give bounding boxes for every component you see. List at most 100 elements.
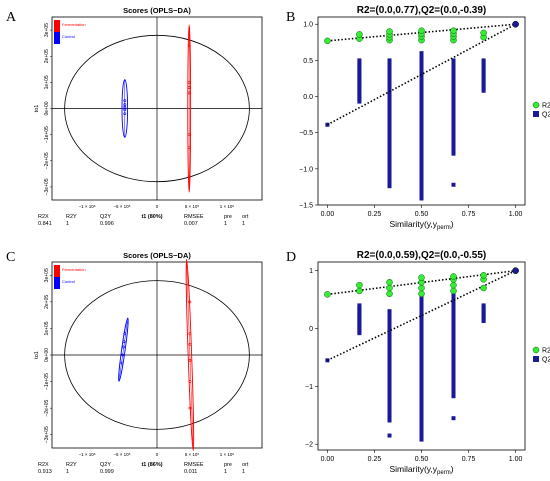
q2-point [451,138,456,143]
q2-point [419,57,424,62]
group-axis-fermentation [186,259,194,451]
q2-point [451,127,456,132]
y-tick-label: 2e+05 [44,295,50,309]
y-tick-label: 3e+05 [44,23,50,37]
q2-point [419,81,424,86]
x-tick-label: 0.25 [368,211,382,218]
r2-point [386,284,393,292]
q2-point [387,71,392,76]
q2-point [387,77,392,82]
data-point-fermentation [187,91,191,95]
x-tick-label: 1 × 10⁶ [220,204,235,209]
stats-header: ort [242,214,249,220]
q2-point [419,179,424,184]
q2-point [419,183,424,188]
q2-point [387,138,392,143]
q2-point [419,109,424,114]
q2-point [451,69,456,74]
q2-point [357,86,362,91]
q2-point [357,95,362,100]
q2-point [419,192,424,197]
stats-header: R2Y [66,462,77,468]
stats-header: R2X [38,462,49,468]
group-axis-control [118,318,129,382]
data-point-control [123,99,127,103]
y-tick-label: 0.5 [303,58,313,65]
legend-label-control: Control [62,34,75,39]
legend-label-fermentation: Fermentation [62,22,86,27]
x-tick-label: 0 [156,452,159,457]
q2-point [387,121,392,126]
q2-point [451,93,456,98]
q2-point [451,80,456,85]
q2-point [481,80,486,85]
q2-point [419,140,424,145]
q2-point [387,182,392,187]
q2-point [451,394,456,399]
q2-point [419,135,424,140]
q2-point [451,84,456,89]
data-point-fermentation [187,146,191,150]
x-tick-label: 1 × 10⁶ [220,452,235,457]
q2-point [419,103,424,108]
chart-title: R2=(0.0,0.59),Q2=(0.0,-0.55) [357,250,487,261]
q2-point [419,174,424,179]
legend-swatch-fermentation [54,265,60,277]
panel-letter-a: A [6,10,17,25]
x-tick-label: 0 [156,204,159,209]
q2-point [419,90,424,95]
q2-point [451,60,456,65]
q2-point [419,194,424,199]
q2-point [451,77,456,82]
q2-point [419,94,424,99]
q2-point [357,80,362,85]
stats-value: 1 [224,221,227,227]
scores-plot-a: Scores (OPLS−DA) 3e+05 2e+05 1e+05 0e+00 −1e+… [34,6,263,227]
stats-header: Q2Y [100,214,111,220]
y-tick-label: −3e+05 [44,426,50,443]
chart-title: Scores (OPLS−DA) [123,6,191,15]
q2-point [419,146,424,151]
r2-point [324,37,331,45]
y-tick-label: −1e+05 [44,373,50,390]
q2-point [419,92,424,97]
x-axis-label: t1 (86%) [141,462,162,468]
q2-point [419,107,424,112]
y-tick-label: 1.0 [303,22,313,29]
x-tick-label: −1 × 10⁶ [78,452,95,457]
q2-point [419,116,424,121]
q2-point [451,140,456,145]
y-tick-label: 0e+00 [44,101,50,115]
y-tick-label: 0 [309,326,313,333]
q2-point [387,151,392,156]
q2-point [387,90,392,95]
q2-point [419,118,424,123]
q2-point [387,114,392,119]
q2-point [419,148,424,153]
q2-point [419,70,424,75]
data-point-fermentation [187,86,191,89]
q2-point [387,82,392,87]
legend-label-control: Control [62,279,75,284]
q2-point [451,95,456,100]
hotelling-ellipse [64,280,250,430]
q2-point [419,133,424,138]
legend-r2-swatch [532,346,540,354]
y-tick-label: −0.5 [299,130,313,137]
hotelling-ellipse [64,34,250,183]
x-tick-label: 0.00 [321,211,335,218]
q2-point [451,123,456,128]
r2-point [386,290,393,298]
data-point-control [123,332,127,336]
q2-point [357,97,362,102]
r2-point [450,273,457,280]
q2-point [451,110,456,115]
q2-point [419,155,424,160]
q2-point [419,137,424,142]
q2-point [419,170,424,175]
q2-point [387,179,392,184]
q2-point [419,75,424,80]
q2-point [451,67,456,72]
q2-point [387,103,392,108]
x-tick-label: 1.00 [509,211,523,218]
